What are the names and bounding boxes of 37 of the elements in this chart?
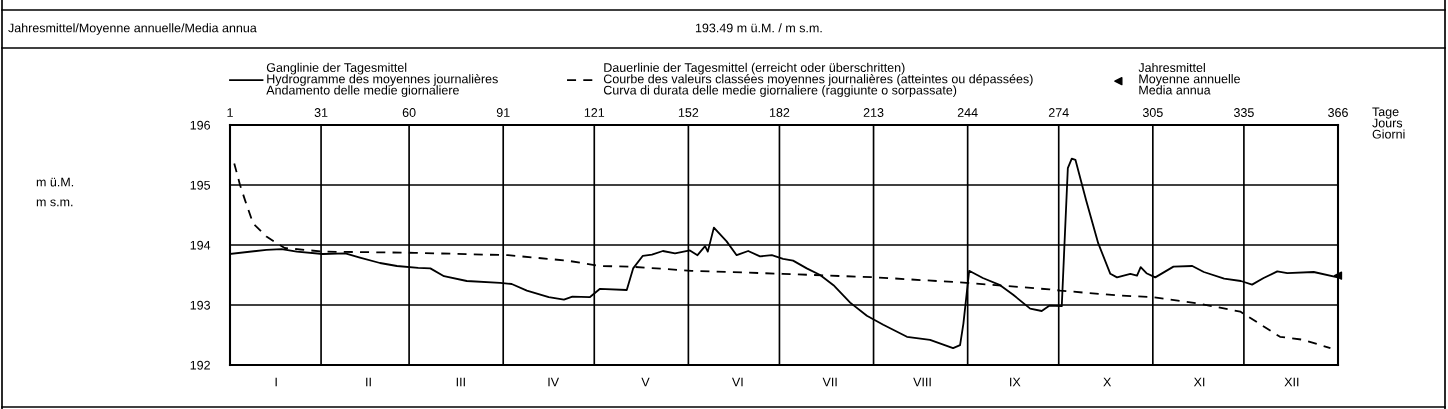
x-tick-label: 335 bbox=[1233, 108, 1254, 117]
text: 193.49 m ü.M. / m s.m. bbox=[695, 23, 822, 33]
x-tick-label: 1 bbox=[227, 108, 233, 117]
text: V bbox=[641, 377, 650, 387]
x-tick-label: 274 bbox=[1048, 108, 1069, 117]
legend-label: Dauerlinie der Tagesmittel (erreicht oder überschritten) Courbe des valeurs classées moyennes journalières (atteintes ou dépassées) Curva di durata delle medie giornaliere (raggiunte o sorpassate) bbox=[603, 62, 1033, 97]
text: IX bbox=[1010, 377, 1021, 387]
x-tick-label: 152 bbox=[678, 108, 699, 117]
text: Jahresmittel/Moyenne annuelle/Media annua bbox=[8, 23, 257, 35]
text: III bbox=[456, 377, 465, 387]
x-tick-label: 121 bbox=[584, 108, 605, 117]
text: VI bbox=[731, 377, 743, 387]
x-tick-label: 213 bbox=[863, 108, 884, 117]
legend-label: Ganglinie der Tagesmittel Hydrogramme des moyennes journalières Andamento delle medie giornaliere bbox=[266, 62, 498, 97]
text: IV bbox=[548, 377, 560, 387]
text: VIII bbox=[913, 377, 931, 387]
text: I bbox=[275, 377, 277, 387]
x-tick-label: 91 bbox=[496, 108, 510, 117]
y-tick-label: 195 bbox=[190, 180, 211, 190]
x-tick-label: 182 bbox=[769, 108, 790, 117]
text: XI bbox=[1193, 377, 1205, 387]
text: XII bbox=[1284, 377, 1299, 387]
x-tick-label: 244 bbox=[957, 108, 978, 117]
y-tick-label: 192 bbox=[190, 360, 210, 370]
text: VII bbox=[822, 377, 837, 387]
x-axis-title: Tage Jours Giorni bbox=[1372, 107, 1405, 139]
legend-label: Jahresmittel Moyenne annuelle Media annua bbox=[1138, 62, 1240, 95]
text: m ü.M. m s.m. bbox=[36, 177, 74, 207]
y-tick-label: 194 bbox=[190, 240, 211, 250]
x-tick-label: 31 bbox=[314, 108, 328, 117]
x-tick-label: 60 bbox=[402, 108, 416, 117]
y-tick-label: 193 bbox=[190, 300, 211, 310]
text: II bbox=[366, 377, 371, 387]
text: X bbox=[1103, 377, 1112, 387]
x-tick-label: 366 bbox=[1328, 108, 1348, 117]
x-tick-label: 305 bbox=[1142, 108, 1163, 117]
y-tick-label: 196 bbox=[190, 120, 211, 130]
